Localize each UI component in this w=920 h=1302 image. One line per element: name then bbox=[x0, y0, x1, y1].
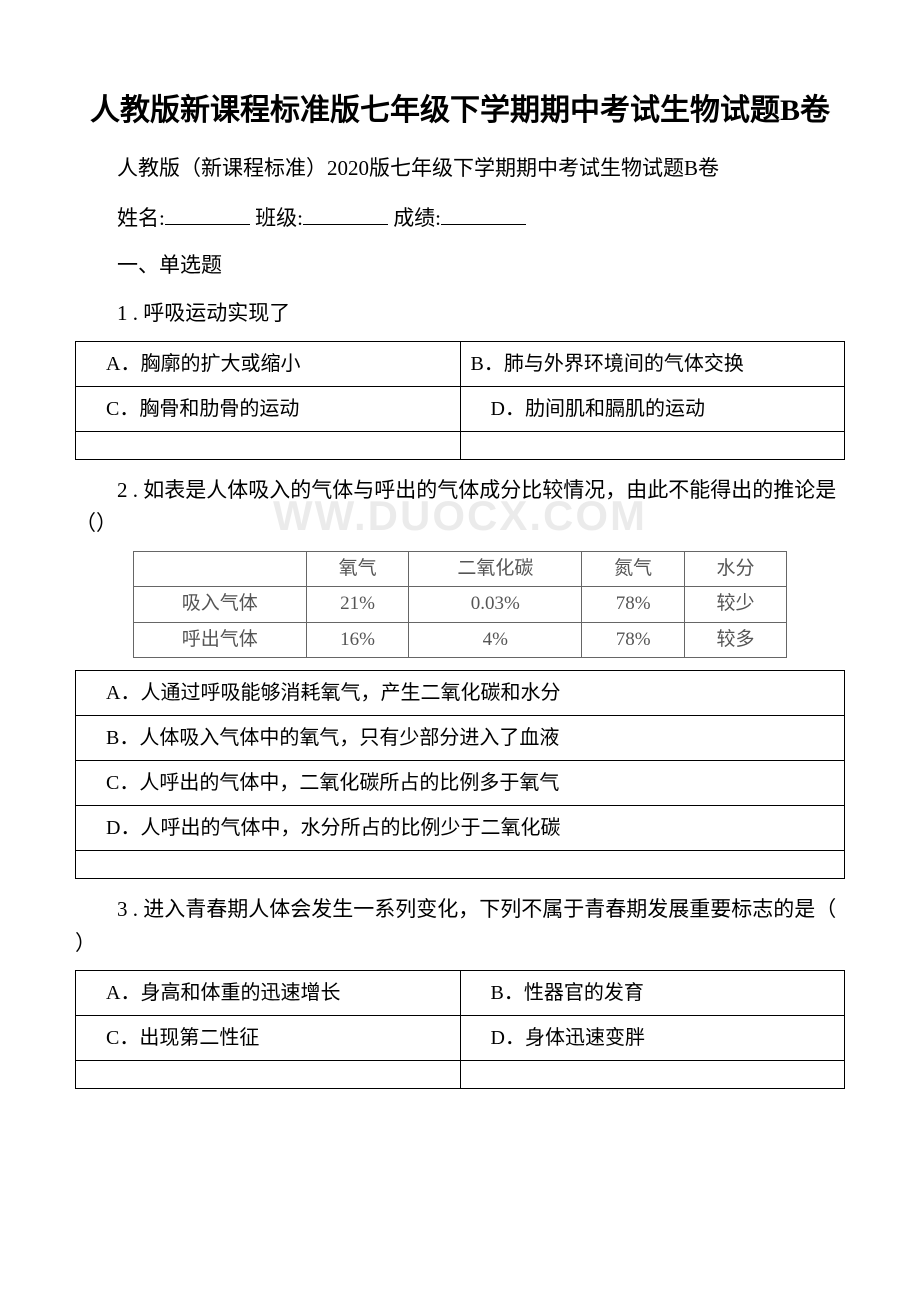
table-cell: 4% bbox=[409, 622, 582, 657]
option-b[interactable]: B．性器官的发育 bbox=[460, 971, 845, 1016]
option-a[interactable]: A．胸廓的扩大或缩小 bbox=[76, 341, 461, 386]
table-header: 水分 bbox=[684, 551, 786, 586]
option-d[interactable]: D．肋间肌和膈肌的运动 bbox=[460, 386, 845, 431]
question-2-data-table: 氧气 二氧化碳 氮气 水分 吸入气体 21% 0.03% 78% 较少 呼出气体… bbox=[133, 551, 788, 658]
table-cell: 16% bbox=[306, 622, 408, 657]
table-header: 氮气 bbox=[582, 551, 684, 586]
question-1-text: 1 . 呼吸运动实现了 bbox=[75, 297, 845, 331]
table-row: A．人通过呼吸能够消耗氧气，产生二氧化碳和水分 bbox=[76, 670, 845, 715]
table-cell: 呼出气体 bbox=[133, 622, 306, 657]
table-row: C．出现第二性征 D．身体迅速变胖 bbox=[76, 1016, 845, 1061]
table-row: A．身高和体重的迅速增长 B．性器官的发育 bbox=[76, 971, 845, 1016]
section-heading: 一、单选题 bbox=[75, 249, 845, 283]
question-2-options: A．人通过呼吸能够消耗氧气，产生二氧化碳和水分 B．人体吸入气体中的氧气，只有少… bbox=[75, 670, 845, 879]
table-row: C．胸骨和肋骨的运动 D．肋间肌和膈肌的运动 bbox=[76, 386, 845, 431]
option-a[interactable]: A．人通过呼吸能够消耗氧气，产生二氧化碳和水分 bbox=[76, 670, 845, 715]
table-row: D．人呼出的气体中，水分所占的比例少于二氧化碳 bbox=[76, 805, 845, 850]
class-blank[interactable] bbox=[303, 200, 388, 225]
table-row bbox=[76, 431, 845, 459]
table-row: A．胸廓的扩大或缩小 B．肺与外界环境间的气体交换 bbox=[76, 341, 845, 386]
table-header: 二氧化碳 bbox=[409, 551, 582, 586]
table-cell: 0.03% bbox=[409, 587, 582, 622]
question-1-options: A．胸廓的扩大或缩小 B．肺与外界环境间的气体交换 C．胸骨和肋骨的运动 D．肋… bbox=[75, 341, 845, 460]
option-d[interactable]: D．身体迅速变胖 bbox=[460, 1016, 845, 1061]
table-cell: 较多 bbox=[684, 622, 786, 657]
table-header: 氧气 bbox=[306, 551, 408, 586]
table-cell: 较少 bbox=[684, 587, 786, 622]
question-3-options: A．身高和体重的迅速增长 B．性器官的发育 C．出现第二性征 D．身体迅速变胖 bbox=[75, 970, 845, 1089]
table-row bbox=[76, 850, 845, 878]
option-a[interactable]: A．身高和体重的迅速增长 bbox=[76, 971, 461, 1016]
option-b[interactable]: B．人体吸入气体中的氧气，只有少部分进入了血液 bbox=[76, 715, 845, 760]
class-label: 班级: bbox=[255, 206, 303, 230]
table-cell: 78% bbox=[582, 587, 684, 622]
intro-text: 人教版（新课程标准）2020版七年级下学期期中考试生物试题B卷 bbox=[75, 152, 845, 186]
table-row: 呼出气体 16% 4% 78% 较多 bbox=[133, 622, 787, 657]
table-row bbox=[76, 1061, 845, 1089]
score-label: 成绩: bbox=[393, 206, 441, 230]
table-header bbox=[133, 551, 306, 586]
table-cell: 21% bbox=[306, 587, 408, 622]
table-cell: 吸入气体 bbox=[133, 587, 306, 622]
name-blank[interactable] bbox=[165, 200, 250, 225]
name-label: 姓名: bbox=[117, 206, 165, 230]
student-info-line: 姓名: 班级: 成绩: bbox=[75, 200, 845, 236]
table-row: C．人呼出的气体中，二氧化碳所占的比例多于氧气 bbox=[76, 760, 845, 805]
table-row: B．人体吸入气体中的氧气，只有少部分进入了血液 bbox=[76, 715, 845, 760]
option-c[interactable]: C．胸骨和肋骨的运动 bbox=[76, 386, 461, 431]
question-2-text: 2 . 如表是人体吸入的气体与呼出的气体成分比较情况，由此不能得出的推论是（） bbox=[75, 474, 845, 541]
table-row: 吸入气体 21% 0.03% 78% 较少 bbox=[133, 587, 787, 622]
score-blank[interactable] bbox=[441, 200, 526, 225]
option-b[interactable]: B．肺与外界环境间的气体交换 bbox=[460, 341, 845, 386]
table-cell: 78% bbox=[582, 622, 684, 657]
table-row: 氧气 二氧化碳 氮气 水分 bbox=[133, 551, 787, 586]
question-3-text: 3 . 进入青春期人体会发生一系列变化，下列不属于青春期发展重要标志的是（ ） bbox=[75, 893, 845, 960]
option-c[interactable]: C．出现第二性征 bbox=[76, 1016, 461, 1061]
option-d[interactable]: D．人呼出的气体中，水分所占的比例少于二氧化碳 bbox=[76, 805, 845, 850]
page-title: 人教版新课程标准版七年级下学期期中考试生物试题B卷 bbox=[75, 90, 845, 132]
option-c[interactable]: C．人呼出的气体中，二氧化碳所占的比例多于氧气 bbox=[76, 760, 845, 805]
